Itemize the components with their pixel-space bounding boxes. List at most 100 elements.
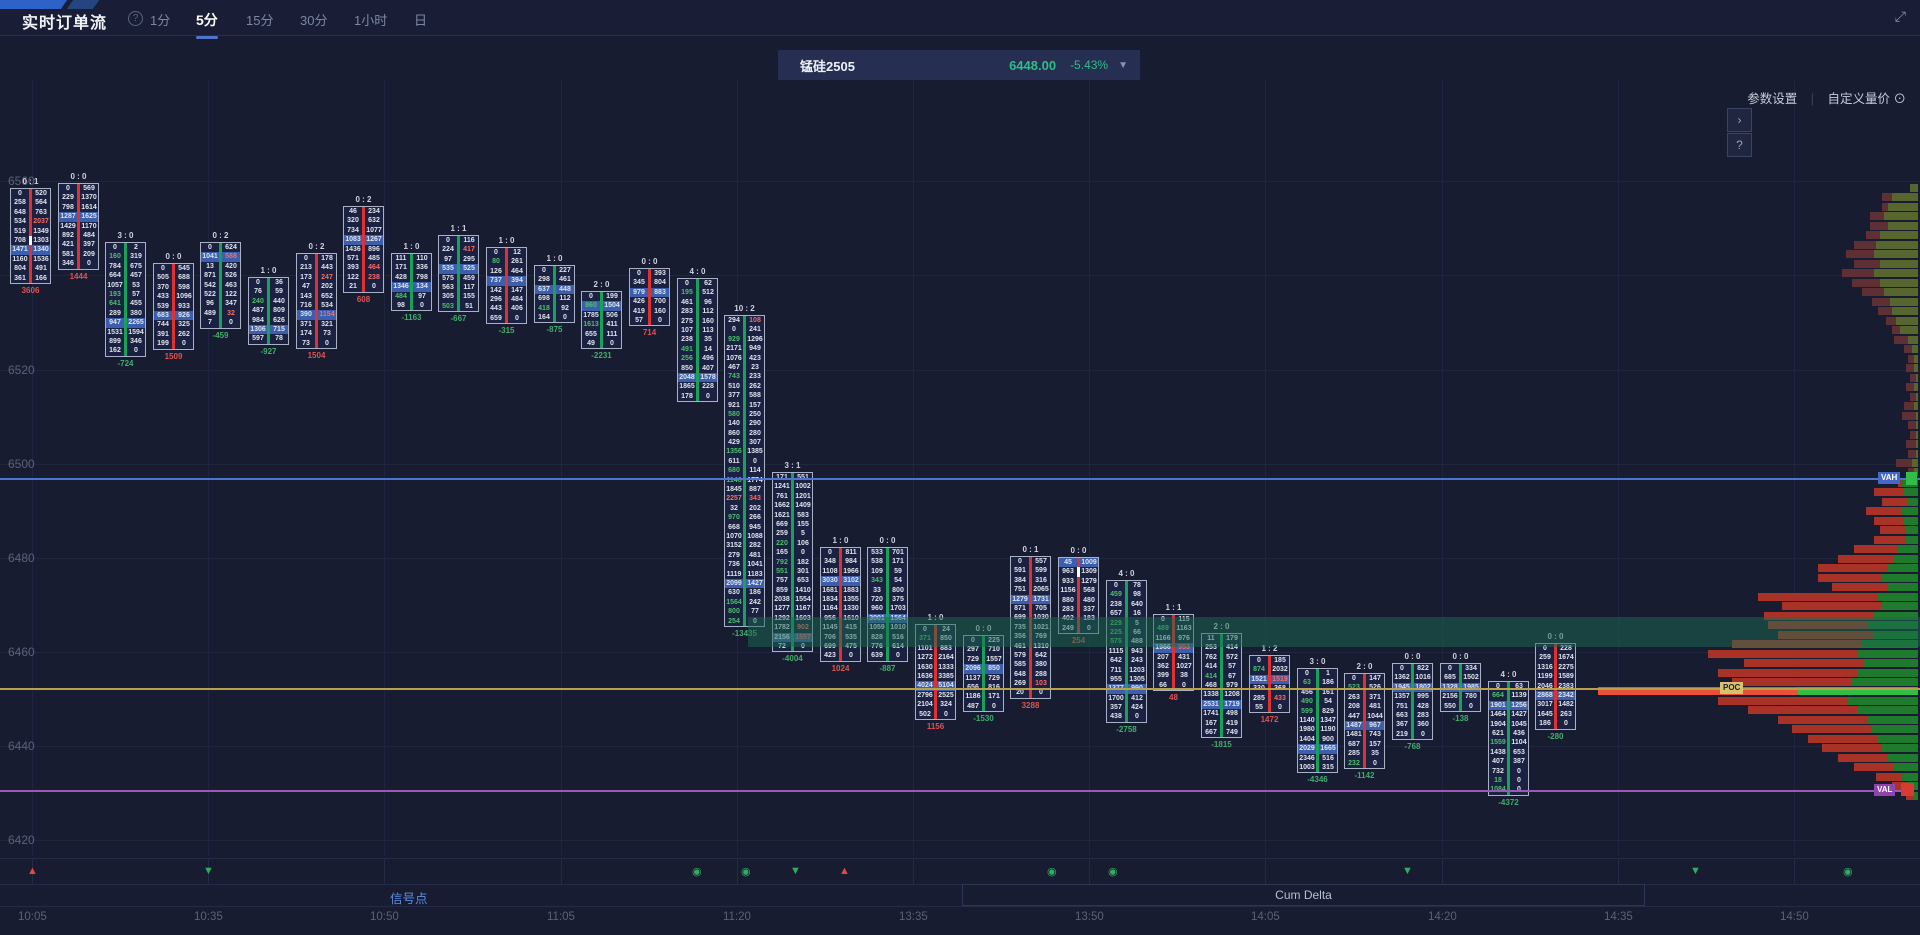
bid-volume: 414 — [1205, 663, 1217, 671]
bid-volume: 1865 — [679, 383, 695, 391]
ask-volume: 900 — [1322, 735, 1334, 743]
candle-direction-bar — [743, 409, 746, 420]
bid-volume: 371 — [300, 320, 312, 328]
footprint-box: 0225297710729155720968501137729656816118… — [963, 635, 1004, 713]
ask-volume: 14 — [704, 345, 712, 353]
ask-volume: 520 — [35, 190, 47, 197]
ask-volume: 316 — [1035, 576, 1047, 584]
volume-profile-buy-segment — [1852, 678, 1918, 686]
grid-line-vertical — [32, 80, 33, 855]
bid-volume: 348 — [824, 558, 836, 566]
candle-direction-bar — [743, 372, 746, 382]
candle-direction-bar — [743, 447, 746, 457]
footprint-imbalance-header: 1 : 0 — [832, 536, 849, 545]
ask-volume: 261 — [511, 258, 523, 266]
panel-help-button[interactable]: ? — [1727, 133, 1752, 157]
bid-volume: 240 — [252, 297, 264, 305]
footprint-row: 0 185 — [1250, 656, 1289, 666]
bid-volume: 258 — [14, 199, 26, 207]
footprint-row: 550 0 — [1441, 701, 1480, 711]
signal-circle-icon: ◉ — [1843, 866, 1853, 878]
footprint-imbalance-header: 1 : 2 — [1261, 644, 1278, 653]
candle-direction-bar — [696, 354, 699, 364]
bid-volume: 428 — [395, 273, 407, 281]
expand-icon[interactable]: ⤢ — [1894, 8, 1906, 24]
candle-direction-bar — [172, 292, 175, 302]
footprint-imbalance-header: 1 : 1 — [450, 224, 467, 233]
bid-volume: 32 — [730, 504, 738, 512]
tab-1分[interactable]: 1分 — [150, 13, 171, 28]
volume-profile-bar — [1870, 222, 1918, 230]
footprint-row: 1438 653 — [1489, 747, 1528, 758]
candle-direction-bar — [1172, 643, 1175, 653]
bid-volume: 1241 — [774, 483, 790, 491]
bid-volume: 732 — [1492, 767, 1504, 775]
candle-direction-bar — [267, 334, 270, 344]
candle-direction-bar — [315, 272, 318, 283]
bid-volume: 80 — [492, 258, 500, 266]
delta-total: -887 — [879, 663, 896, 673]
grid-line-horizontal — [0, 275, 1920, 276]
candle-direction-bar — [1459, 673, 1462, 683]
footprint-row: 1101 883 — [916, 643, 955, 654]
candle-direction-bar — [1363, 720, 1366, 731]
candle-direction-bar — [172, 339, 175, 349]
settings-button[interactable]: 参数设置 — [1747, 92, 1798, 106]
bid-volume: 49 — [587, 339, 595, 347]
ask-volume: 380 — [1035, 661, 1047, 669]
candle-direction-bar — [124, 271, 127, 281]
tab-日[interactable]: 日 — [414, 13, 428, 28]
footprint-row: 13281985 — [1441, 682, 1480, 693]
candle-direction-bar — [1459, 682, 1462, 693]
ask-volume: 933 — [178, 302, 190, 310]
signal-down-arrow-icon: ▼ — [790, 865, 801, 877]
bid-volume: 362 — [1157, 662, 1169, 670]
bid-volume: 419 — [633, 307, 645, 315]
footprint-box: 46 234 320 632 734 1077 1083 1267 1436 896 571 485 3… — [343, 206, 384, 293]
next-panel-button[interactable]: › — [1727, 108, 1752, 132]
tab-15分[interactable]: 15分 — [246, 13, 274, 28]
gear-icon[interactable]: ⊙ — [1893, 92, 1906, 106]
footprint-row: 542 463 — [201, 280, 240, 290]
tab-30分[interactable]: 30分 — [300, 13, 328, 28]
tab-1小时[interactable]: 1小时 — [354, 13, 388, 28]
volume-profile-buy-segment — [1884, 288, 1918, 296]
footprint-row: 174 73 — [297, 329, 336, 339]
footprint-row: 171551 — [773, 473, 812, 483]
candle-direction-bar — [743, 475, 746, 486]
bid-volume: 1662 — [774, 502, 790, 510]
ask-volume: 171 — [988, 693, 1000, 701]
footprint-imbalance-header: 2 : 0 — [593, 280, 610, 289]
delta-total: -2231 — [591, 351, 612, 361]
footprint-row: 1700 412 — [1107, 693, 1146, 704]
volume-profile-buy-segment — [1888, 583, 1918, 591]
candle-direction-bar — [219, 261, 222, 272]
candle-direction-bar — [124, 308, 127, 319]
grid-line-horizontal — [0, 746, 1920, 747]
tab-5分[interactable]: 5分 — [196, 12, 218, 39]
candle-direction-bar — [1172, 680, 1175, 691]
ask-volume: 171 — [892, 558, 904, 566]
volume-profile-sell-segment — [1874, 536, 1906, 544]
footprint-row: 1662 1409 — [773, 501, 812, 511]
footprint-row: 96 347 — [201, 299, 240, 309]
bid-volume: 2257 — [726, 495, 742, 503]
ask-volume: 0 — [1421, 730, 1425, 738]
ask-volume: 0 — [849, 652, 853, 660]
bid-volume: 522 — [204, 290, 216, 298]
candle-direction-bar — [172, 273, 175, 283]
help-icon[interactable]: ? — [128, 11, 143, 26]
candle-direction-bar — [505, 257, 508, 267]
ask-volume: 160 — [702, 317, 714, 325]
footprint-row: 667 749 — [1202, 727, 1241, 738]
candle-direction-bar — [172, 264, 175, 274]
custom-volume-button[interactable]: 自定义量价 — [1827, 92, 1890, 106]
ask-volume: 116 — [463, 237, 475, 244]
ask-volume: 2037 — [33, 218, 49, 226]
bid-volume: 874 — [1253, 666, 1265, 674]
candle-direction-bar — [648, 269, 651, 279]
contract-selector[interactable]: 锰硅2505 6448.00 -5.43% ▼ — [778, 50, 1140, 80]
footprint-row: 178 0 — [678, 391, 717, 402]
bid-volume: 539 — [157, 302, 169, 310]
footprint-row: 1316 2275 — [1536, 662, 1575, 673]
